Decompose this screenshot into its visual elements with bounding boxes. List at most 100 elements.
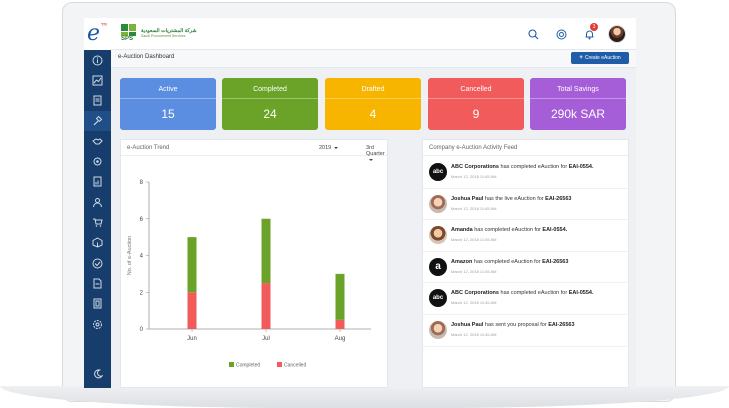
search-icon[interactable] xyxy=(522,23,544,45)
quarter-dropdown[interactable]: 3rd Quarter xyxy=(366,145,387,163)
feed-avatar: a xyxy=(429,257,447,276)
box-icon[interactable] xyxy=(84,233,111,253)
chevron-down-icon xyxy=(369,158,373,161)
stat-label: Drafted xyxy=(361,86,385,93)
stat-card-cancelled[interactable]: Cancelled 9 xyxy=(428,78,524,130)
feed-actor: ABC Corporations xyxy=(451,164,499,170)
card-divider xyxy=(325,98,421,99)
chart-icon[interactable] xyxy=(84,70,111,90)
stat-value: 15 xyxy=(161,107,175,121)
gear-wheel-icon[interactable] xyxy=(84,151,111,171)
feed-item[interactable]: abc ABC Corporations has completed eAucti… xyxy=(423,283,630,315)
create-eauction-button[interactable]: + Create eAuction xyxy=(571,52,629,64)
feed-actor: ABC Corporations xyxy=(451,290,499,297)
quarter-value: 3rd Quarter xyxy=(366,145,385,157)
brand-trademark: ™ xyxy=(100,22,109,31)
y-tick-label: 2 xyxy=(140,290,144,296)
y-tick-label: 4 xyxy=(140,254,144,260)
feed-item[interactable]: Joshua Paul has the live eAuction for EA… xyxy=(423,189,630,221)
feed-actor: Amanda xyxy=(451,227,473,234)
feed-action: has sent you proposal for xyxy=(483,321,549,328)
document-icon[interactable] xyxy=(84,91,111,111)
feed-reference: EAI-26563 xyxy=(542,258,569,265)
user-icon[interactable] xyxy=(84,192,111,212)
feed-action: has completed eAuction for xyxy=(472,258,543,265)
gavel-icon[interactable] xyxy=(84,110,111,132)
stat-cards: Active 15 Completed 24 Drafted 4 Cancelled 9 Tot… xyxy=(120,78,628,130)
x-tick-label: Aug xyxy=(335,336,346,342)
feed-item[interactable]: Amanda has completed eAuction for EAI-05… xyxy=(423,220,630,252)
feed-avatar xyxy=(429,194,447,213)
bar-completed-aug xyxy=(335,273,345,320)
year-dropdown[interactable]: 2019 xyxy=(319,145,339,151)
feed-timestamp: March 12, 2018 11:45 AM xyxy=(451,174,497,179)
activity-feed: abc ABC Corporations has completed eAucti… xyxy=(423,157,630,347)
doc-lines-icon[interactable] xyxy=(84,294,111,314)
stat-value: 24 xyxy=(263,107,277,121)
card-divider xyxy=(120,98,216,99)
bar-cancelled-jul xyxy=(261,283,271,329)
feed-timestamp: March 12, 2018 11:45 AM xyxy=(451,205,497,211)
help-icon[interactable] xyxy=(550,23,572,45)
brand-logo[interactable]: e™ xyxy=(84,18,111,50)
legend-label-completed: Completed xyxy=(236,363,260,369)
feed-avatar: abc xyxy=(429,289,447,308)
feed-timestamp: March 12, 2018 11:45 AM xyxy=(451,300,497,306)
handshake-icon[interactable] xyxy=(84,131,111,151)
brand-letter: e xyxy=(86,21,101,46)
trend-chart: 0 2 4 6 8 No. of e-Auction Jun Jul Aug Completed C… xyxy=(127,180,371,369)
feed-actor: Joshua Paul xyxy=(451,195,484,202)
top-bar: SPS شركة المشتريات السعودية Saudi Procur… xyxy=(111,18,636,50)
y-axis-label: No. of e-Auction xyxy=(127,236,133,275)
chevron-down-icon xyxy=(334,146,339,149)
page-title: e-Auction Dashboard xyxy=(118,54,175,60)
y-tick-label: 6 xyxy=(140,217,144,223)
bar-cancelled-aug xyxy=(335,319,345,329)
sps-logo-icon: SPS xyxy=(119,22,139,44)
file-icon[interactable] xyxy=(84,273,111,293)
stat-value: 9 xyxy=(472,107,480,121)
legend-label-cancelled: Cancelled xyxy=(284,363,306,369)
feed-item[interactable]: Joshua Paul has sent you proposal for EA… xyxy=(423,315,630,347)
year-value: 2019 xyxy=(319,145,332,151)
card-divider xyxy=(530,98,626,99)
stat-card-active[interactable]: Active 15 xyxy=(120,78,216,130)
card-divider xyxy=(222,98,318,99)
laptop-base xyxy=(0,386,729,408)
stat-card-drafted[interactable]: Drafted 4 xyxy=(325,78,421,130)
card-divider xyxy=(428,98,524,99)
cart-icon[interactable] xyxy=(84,212,111,232)
user-avatar[interactable] xyxy=(606,23,628,45)
check-icon[interactable] xyxy=(84,253,111,273)
feed-item[interactable]: abc ABC Corporations has completed eAucti… xyxy=(423,157,630,189)
notification-badge: 3 xyxy=(590,23,598,31)
stat-card-total-savings[interactable]: Total Savings 290k SAR xyxy=(530,78,626,130)
bell-icon[interactable]: 3 xyxy=(578,23,600,45)
feed-timestamp: March 12, 2018 11:45 AM xyxy=(451,331,497,337)
feed-action: has completed eAuction for xyxy=(498,290,569,297)
stat-value: 290k SAR xyxy=(550,107,606,121)
feed-item[interactable]: a Amazon has completed eAuction for EAI-2… xyxy=(423,252,630,284)
settings-icon[interactable] xyxy=(84,314,111,334)
moon-icon[interactable] xyxy=(84,364,111,384)
stat-value: 4 xyxy=(369,107,377,121)
x-tick-label: Jul xyxy=(262,336,270,342)
feed-reference: EAI-26563 xyxy=(548,321,575,328)
y-tick-label: 0 xyxy=(140,327,144,333)
feed-action: has completed eAuction for xyxy=(498,164,569,170)
feed-avatar xyxy=(429,226,447,245)
feed-reference: EAI-26563 xyxy=(545,195,572,202)
report-icon[interactable] xyxy=(84,172,111,192)
page-header: e-Auction Dashboard + Create eAuction xyxy=(111,50,636,68)
feed-action: has completed eAuction for xyxy=(472,227,543,234)
x-tick-label: Jun xyxy=(187,336,197,342)
company-logo[interactable]: SPS شركة المشتريات السعودية Saudi Procur… xyxy=(119,22,197,44)
feed-reference: EAI-0554. xyxy=(568,164,594,170)
info-icon[interactable] xyxy=(84,50,111,70)
feed-timestamp: March 12, 2018 11:45 AM xyxy=(451,268,497,274)
logo-arabic-name: شركة المشتريات السعودية xyxy=(141,28,197,34)
stat-card-completed[interactable]: Completed 24 xyxy=(222,78,318,130)
bar-completed-jul xyxy=(261,218,271,284)
avatar xyxy=(608,25,626,43)
activity-feed-panel: Company e-Auction Activity Feed abc ABC C… xyxy=(422,139,630,388)
